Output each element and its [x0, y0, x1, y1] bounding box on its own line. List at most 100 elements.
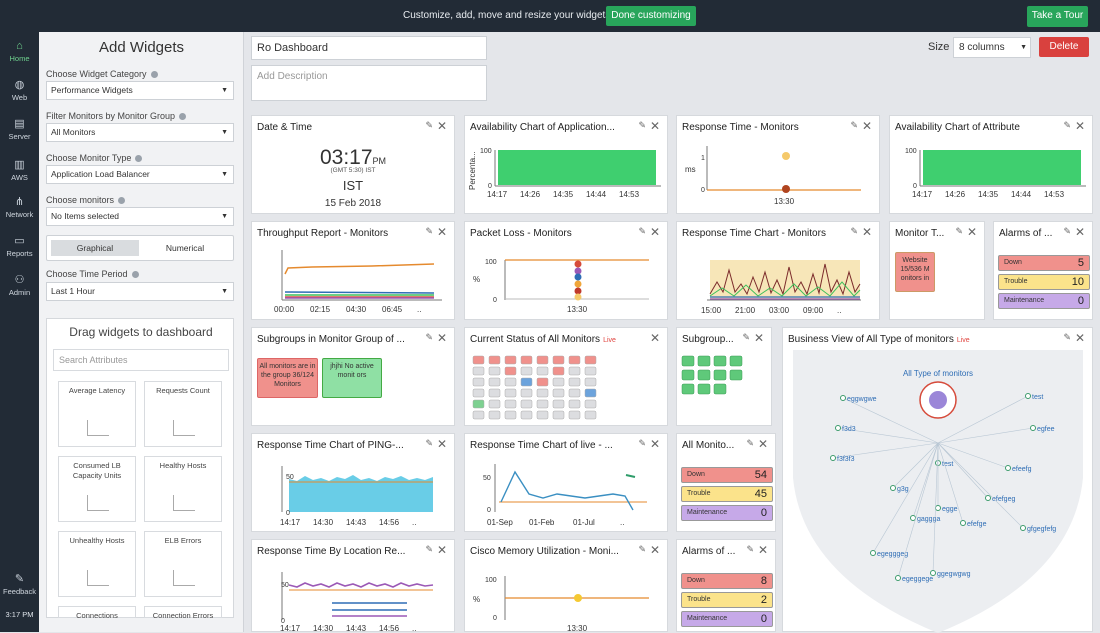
- monitor-status-cell[interactable]: [584, 399, 597, 409]
- view-node[interactable]: [930, 570, 936, 576]
- monitor-status-cell[interactable]: [520, 388, 533, 398]
- view-node[interactable]: [910, 515, 916, 521]
- widget-card[interactable]: Average Latency: [58, 381, 136, 447]
- dashboard-name-input[interactable]: Ro Dashboard: [251, 36, 487, 60]
- widget-live-response[interactable]: Response Time Chart of live - ... ✎ ✕ 50 0…: [464, 433, 668, 532]
- widget-card[interactable]: Healthy Hosts: [144, 456, 222, 522]
- monitor-status-cell[interactable]: [536, 410, 549, 420]
- view-node[interactable]: [1020, 525, 1026, 531]
- monitor-status-cell[interactable]: [504, 410, 517, 420]
- monitor-status-cell[interactable]: [552, 399, 565, 409]
- view-node[interactable]: [1005, 465, 1011, 471]
- view-node[interactable]: [895, 575, 901, 581]
- edit-icon[interactable]: ✎: [1063, 332, 1071, 342]
- monitor-status-cell[interactable]: [488, 377, 501, 387]
- subgroup-cell[interactable]: [681, 355, 695, 367]
- take-a-tour-button[interactable]: Take a Tour: [1027, 6, 1088, 27]
- monitor-status-cell[interactable]: [504, 355, 517, 365]
- edit-icon[interactable]: ✎: [425, 120, 433, 130]
- widget-card[interactable]: Connections: [58, 606, 136, 620]
- monitor-status-cell[interactable]: [504, 399, 517, 409]
- subgroup-cell[interactable]: [681, 383, 695, 395]
- widget-alarms-2[interactable]: Alarms of ... ✎ ✕ Down 8 Trouble 2 Maintenan…: [676, 539, 776, 632]
- widget-ping-response[interactable]: Response Time Chart of PING-... ✎ ✕ 50 0 1…: [251, 433, 455, 532]
- widget-monitor-type[interactable]: Monitor T... ✎ ✕ Website 15/536 M onitors …: [889, 221, 985, 320]
- close-icon[interactable]: ✕: [649, 119, 660, 133]
- widget-all-monitors[interactable]: All Monito... ✎ ✕ Down 54 Trouble 45 Mainten…: [676, 433, 776, 532]
- monitor-status-cell[interactable]: [472, 355, 485, 365]
- view-node[interactable]: [840, 395, 846, 401]
- nav-web[interactable]: ◍ Web: [11, 79, 28, 102]
- widget-availability-app[interactable]: Availability Chart of Application... ✎ ✕ P…: [464, 115, 668, 214]
- monitor-status-cell[interactable]: [520, 366, 533, 376]
- monitor-status-cell[interactable]: [584, 388, 597, 398]
- nav-feedback[interactable]: ✎ Feedback: [3, 573, 36, 596]
- widget-alarms-1[interactable]: Alarms of ... ✎ ✕ Down 5 Trouble 10 Maintena…: [993, 221, 1093, 320]
- monitor-status-cell[interactable]: [584, 377, 597, 387]
- subgroup-box[interactable]: jhjhi No active monit ors: [322, 358, 382, 398]
- monitor-status-cell[interactable]: [584, 366, 597, 376]
- done-customizing-button[interactable]: Done customizing: [606, 6, 696, 26]
- close-icon[interactable]: ✕: [1074, 225, 1085, 239]
- nav-admin[interactable]: ⚇ Admin: [8, 274, 31, 297]
- monitor-status-cell[interactable]: [488, 355, 501, 365]
- monitor-status-cell[interactable]: [536, 366, 549, 376]
- widget-card[interactable]: Unhealthy Hosts: [58, 531, 136, 597]
- type-select[interactable]: Application Load Balancer ▼: [46, 165, 234, 184]
- edit-icon[interactable]: ✎: [425, 544, 433, 554]
- monitor-status-cell[interactable]: [568, 388, 581, 398]
- monitor-status-cell[interactable]: [552, 377, 565, 387]
- monitor-status-cell[interactable]: [536, 399, 549, 409]
- nav-network[interactable]: ⋔ Network: [5, 196, 34, 219]
- edit-icon[interactable]: ✎: [638, 226, 646, 236]
- alarm-trouble[interactable]: Trouble 45: [681, 486, 773, 502]
- monitor-status-cell[interactable]: [488, 410, 501, 420]
- widget-business-view[interactable]: Business View of All Type of monitors Liv…: [782, 327, 1093, 633]
- close-icon[interactable]: ✕: [861, 225, 872, 239]
- edit-icon[interactable]: ✎: [746, 438, 754, 448]
- edit-icon[interactable]: ✎: [638, 544, 646, 554]
- edit-icon[interactable]: ✎: [425, 332, 433, 342]
- widget-card[interactable]: Requests Count: [144, 381, 222, 447]
- alarm-down[interactable]: Down 54: [681, 467, 773, 483]
- monitor-status-cell[interactable]: [488, 388, 501, 398]
- monitor-status-cell[interactable]: [552, 388, 565, 398]
- subgroup-box[interactable]: All monitors are in the group 36/124 Mon…: [257, 358, 318, 398]
- widget-card[interactable]: ELB Errors: [144, 531, 222, 597]
- monitor-status-cell[interactable]: [520, 377, 533, 387]
- edit-icon[interactable]: ✎: [638, 438, 646, 448]
- view-node[interactable]: [935, 505, 941, 511]
- nav-aws[interactable]: ▥ AWS: [11, 159, 28, 182]
- period-select[interactable]: Last 1 Hour ▼: [46, 282, 234, 301]
- numerical-toggle[interactable]: Numerical: [165, 243, 205, 253]
- alarm-trouble[interactable]: Trouble 2: [681, 592, 773, 608]
- close-icon[interactable]: ✕: [1074, 119, 1085, 133]
- edit-icon[interactable]: ✎: [955, 226, 963, 236]
- subgroup-cell[interactable]: [697, 369, 711, 381]
- close-icon[interactable]: ✕: [436, 437, 447, 451]
- monitor-status-cell[interactable]: [552, 366, 565, 376]
- edit-icon[interactable]: ✎: [746, 544, 754, 554]
- monitor-status-cell[interactable]: [584, 355, 597, 365]
- widget-packet-loss[interactable]: Packet Loss - Monitors ✎ ✕ % 100 0 13:30: [464, 221, 668, 320]
- close-icon[interactable]: ✕: [649, 331, 660, 345]
- dashboard-description-input[interactable]: Add Description: [251, 65, 487, 101]
- monitor-status-cell[interactable]: [568, 410, 581, 420]
- close-icon[interactable]: ✕: [757, 543, 768, 557]
- group-select[interactable]: All Monitors ▼: [46, 123, 234, 142]
- view-node[interactable]: [890, 485, 896, 491]
- alarm-maintenance[interactable]: Maintenance 0: [681, 611, 773, 627]
- widget-cisco-memory[interactable]: Cisco Memory Utilization - Moni... ✎ ✕ % 1…: [464, 539, 668, 633]
- widget-card[interactable]: Consumed LB Capacity Units: [58, 456, 136, 522]
- subgroup-cell[interactable]: [729, 369, 743, 381]
- alarm-maintenance[interactable]: Maintenance 0: [681, 505, 773, 521]
- widget-response-time[interactable]: Response Time - Monitors ✎ ✕ ms 1 0 13:30: [676, 115, 880, 214]
- widget-date-time[interactable]: Date & Time ✎ ✕ 03:17PM (GMT 5:30) IST IS…: [251, 115, 455, 214]
- monitor-type-box[interactable]: Website 15/536 M onitors in: [895, 252, 935, 292]
- widget-location-response[interactable]: Response Time By Location Re... ✎ ✕ 50 0 1…: [251, 539, 455, 633]
- category-select[interactable]: Performance Widgets ▼: [46, 81, 234, 100]
- edit-icon[interactable]: ✎: [850, 120, 858, 130]
- monitor-status-cell[interactable]: [520, 399, 533, 409]
- view-node[interactable]: [835, 425, 841, 431]
- edit-icon[interactable]: ✎: [1063, 120, 1071, 130]
